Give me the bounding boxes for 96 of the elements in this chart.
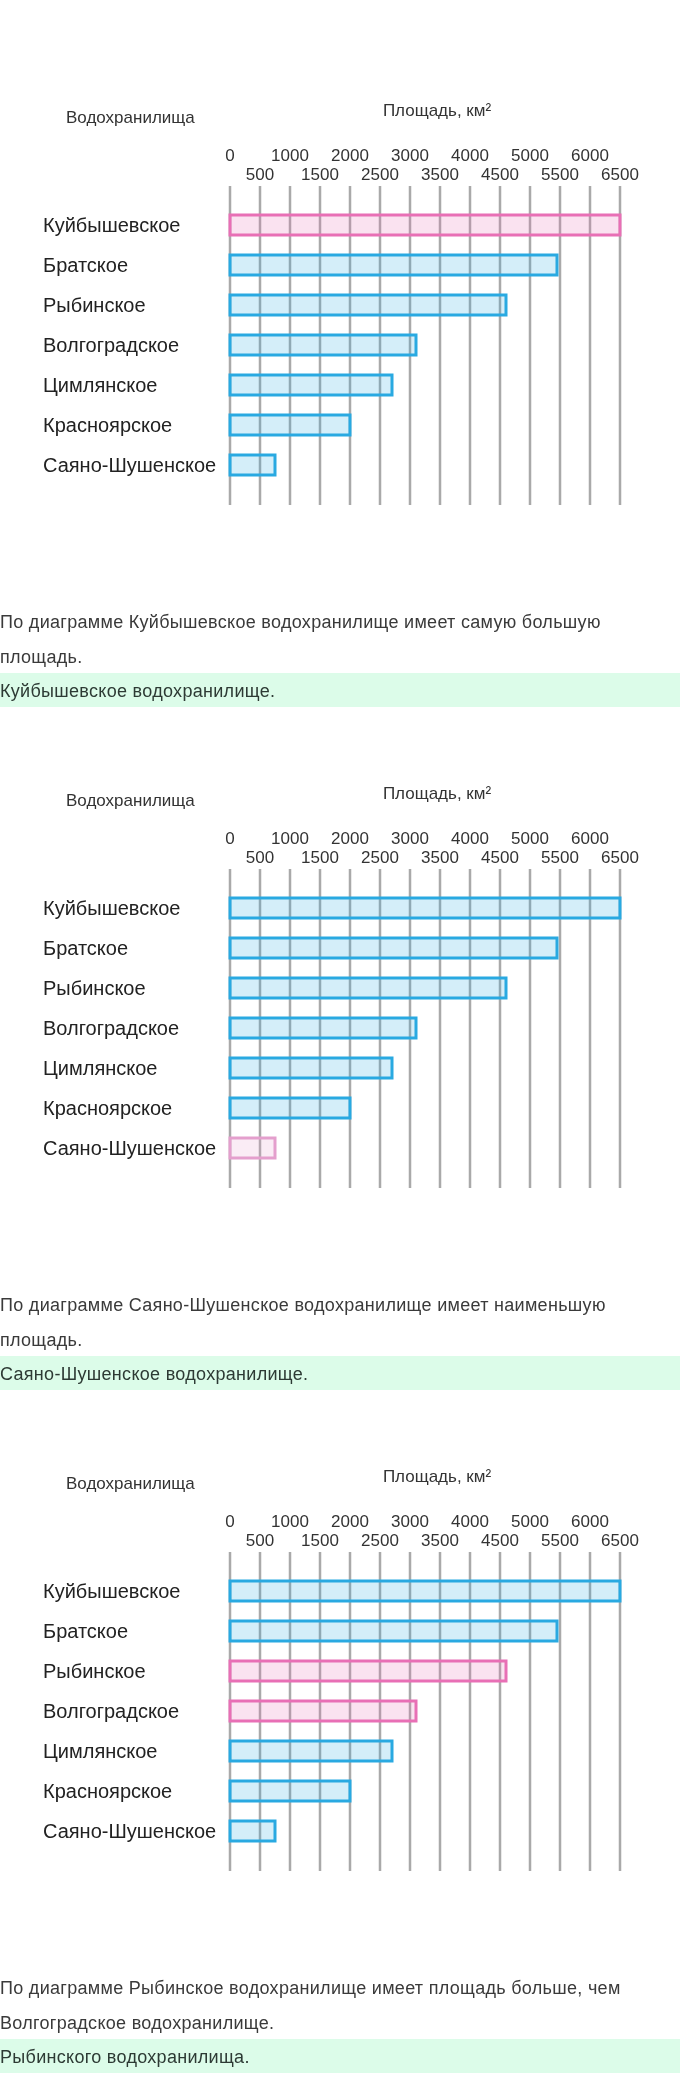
- x-tick-label: 4000: [451, 1511, 489, 1531]
- bar: [228, 453, 277, 477]
- y-tick-label: Волгоградское: [43, 1017, 180, 1039]
- x-tick-label: 2000: [331, 828, 369, 848]
- y-tick-label: Красноярское: [43, 414, 173, 436]
- bar: [228, 1739, 394, 1763]
- bar: [228, 1699, 418, 1723]
- y-tick-label: Куйбышевское: [43, 1580, 181, 1602]
- text: Рыбинского водохранилища.: [0, 2047, 250, 2067]
- x2-tick-label: 6500: [601, 847, 639, 867]
- x2-tick-label: 6500: [601, 1530, 639, 1550]
- x-tick-label: 1000: [271, 145, 309, 165]
- bar: [228, 1779, 352, 1803]
- y-tick-label: Красноярское: [43, 1780, 173, 1802]
- x-axis-title: Площадь, км²: [382, 100, 492, 120]
- bar: [228, 213, 622, 237]
- bar: [228, 1659, 508, 1683]
- y-tick-label: Саяно-Шушенское: [43, 454, 217, 476]
- bar: [228, 1579, 622, 1603]
- y-axis-title: Водохранилища: [66, 790, 196, 810]
- bar: [228, 1819, 277, 1843]
- y-axis-title: Водохранилища: [66, 107, 196, 127]
- bar: [228, 1096, 352, 1120]
- x-tick-label: 4000: [451, 145, 489, 165]
- bar: [228, 253, 559, 277]
- bar: [228, 936, 559, 960]
- x-tick-label: 4000: [451, 828, 489, 848]
- x-tick-label: 0: [225, 828, 235, 848]
- y-tick-label: Цимлянское: [43, 1057, 158, 1079]
- y-tick-label: Рыбинское: [43, 977, 146, 999]
- x-tick-label: 0: [225, 1511, 235, 1531]
- x-tick-label: 2000: [331, 1511, 369, 1531]
- x2-tick-label: 3500: [421, 1530, 459, 1550]
- x-axis-title: Площадь, км²: [382, 1466, 492, 1486]
- x-tick-label: 2000: [331, 145, 369, 165]
- text: По диаграмме Куйбышевское водохранилище имеет самую большую площадь.: [0, 612, 601, 667]
- y-tick-label: Братское: [43, 1620, 129, 1642]
- x-tick-label: 1000: [271, 828, 309, 848]
- x2-tick-label: 3500: [421, 164, 459, 184]
- bar: [228, 1619, 559, 1643]
- text: По диаграмме Саяно-Шушенское водохранилище имеет наименьшую площадь.: [0, 1295, 606, 1350]
- x2-tick-label: 4500: [481, 164, 519, 184]
- x-tick-label: 6000: [571, 1511, 609, 1531]
- x2-tick-label: 4500: [481, 1530, 519, 1550]
- x2-tick-label: 1500: [301, 1530, 339, 1550]
- x-tick-label: 1000: [271, 1511, 309, 1531]
- y-tick-label: Волгоградское: [43, 334, 180, 356]
- x-tick-label: 6000: [571, 828, 609, 848]
- y-tick-label: Цимлянское: [43, 374, 158, 396]
- bar: [228, 1136, 277, 1160]
- x2-tick-label: 5500: [541, 164, 579, 184]
- x-tick-label: 3000: [391, 1511, 429, 1531]
- text: Куйбышевское водохранилище.: [0, 681, 276, 701]
- y-axis-title: Водохранилища: [66, 1473, 196, 1493]
- x-tick-label: 0: [225, 145, 235, 165]
- x-tick-label: 6000: [571, 145, 609, 165]
- bar: [228, 1016, 418, 1040]
- y-tick-label: Саяно-Шушенское: [43, 1137, 217, 1159]
- y-tick-label: Куйбышевское: [43, 897, 181, 919]
- y-tick-label: Цимлянское: [43, 1740, 158, 1762]
- text: По диаграмме Рыбинское водохранилище имеет площадь больше, чем Волгоградское водохранилище.: [0, 1978, 621, 2033]
- x-tick-label: 3000: [391, 145, 429, 165]
- bar: [228, 293, 508, 317]
- y-tick-label: Рыбинское: [43, 294, 146, 316]
- bar: [228, 333, 418, 357]
- bar: [228, 373, 394, 397]
- x2-tick-label: 6500: [601, 164, 639, 184]
- x2-tick-label: 2500: [361, 164, 399, 184]
- x2-tick-label: 3500: [421, 847, 459, 867]
- x2-tick-label: 2500: [361, 847, 399, 867]
- x-axis-title: Площадь, км²: [382, 783, 492, 803]
- bar: [228, 976, 508, 1000]
- x-tick-label: 5000: [511, 1511, 549, 1531]
- y-tick-label: Волгоградское: [43, 1700, 180, 1722]
- bar: [228, 1056, 394, 1080]
- y-tick-label: Рыбинское: [43, 1660, 146, 1682]
- y-tick-label: Куйбышевское: [43, 214, 181, 236]
- x2-tick-label: 2500: [361, 1530, 399, 1550]
- y-tick-label: Саяно-Шушенское: [43, 1820, 217, 1842]
- x2-tick-label: 5500: [541, 847, 579, 867]
- x2-tick-label: 500: [245, 847, 275, 867]
- x2-tick-label: 500: [245, 1530, 275, 1550]
- x-tick-label: 3000: [391, 828, 429, 848]
- y-tick-label: Красноярское: [43, 1097, 173, 1119]
- x2-tick-label: 1500: [301, 164, 339, 184]
- x2-tick-label: 4500: [481, 847, 519, 867]
- x2-tick-label: 1500: [301, 847, 339, 867]
- x2-tick-label: 500: [245, 164, 275, 184]
- x-tick-label: 5000: [511, 828, 549, 848]
- y-tick-label: Братское: [43, 254, 129, 276]
- x-tick-label: 5000: [511, 145, 549, 165]
- text: Саяно-Шушенское водохранилище.: [0, 1364, 309, 1384]
- y-tick-label: Братское: [43, 937, 129, 959]
- bar: [228, 896, 622, 920]
- x2-tick-label: 5500: [541, 1530, 579, 1550]
- bar: [228, 413, 352, 437]
